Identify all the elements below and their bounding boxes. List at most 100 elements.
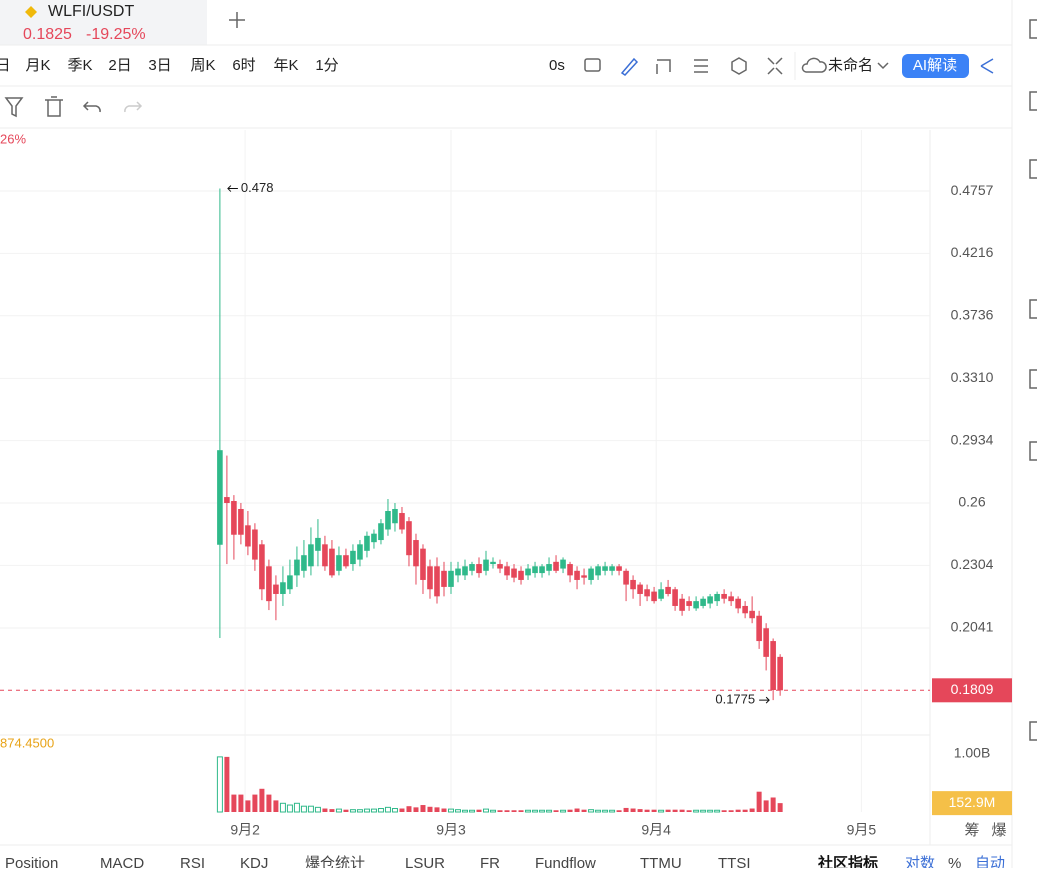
candle-body xyxy=(581,575,587,578)
period-tab[interactable]: 6时 xyxy=(232,57,255,74)
bottom-tab[interactable]: LSUR xyxy=(405,855,445,872)
x-tick-label: 9月5 xyxy=(847,822,877,838)
candle-body xyxy=(364,535,370,551)
coin-icon xyxy=(25,6,37,18)
last-price-tag xyxy=(932,678,1012,703)
candle-body xyxy=(616,566,622,571)
draw-icon[interactable] xyxy=(620,57,639,76)
list-icon[interactable] xyxy=(694,59,708,73)
bottom-tab[interactable]: 社区指标 xyxy=(817,854,878,872)
volume-bar xyxy=(406,806,412,812)
dropdown-icon[interactable] xyxy=(877,62,889,70)
bottom-tab[interactable]: Fundflow xyxy=(535,855,596,872)
period-tab[interactable]: 1分 xyxy=(315,57,338,74)
candle-body xyxy=(539,566,545,574)
tab[interactable] xyxy=(0,0,207,45)
camera-icon[interactable] xyxy=(584,58,601,72)
volume-bar xyxy=(329,809,335,812)
volume-bar xyxy=(511,810,517,812)
volume-bar xyxy=(216,756,223,813)
candle-body xyxy=(294,559,300,576)
period-tab[interactable]: 年K xyxy=(273,57,298,74)
bottom-tab[interactable]: RSI xyxy=(180,855,205,872)
layout-name[interactable]: 未命名 xyxy=(828,56,873,74)
volume-bar xyxy=(469,809,476,813)
volume-bar xyxy=(286,804,293,813)
layout-icon[interactable] xyxy=(656,59,671,74)
bottom-tab[interactable]: 对数 xyxy=(905,855,935,872)
volume-bar xyxy=(658,809,665,813)
volume-bar xyxy=(300,805,307,813)
candle-body xyxy=(756,615,762,642)
redo-icon[interactable] xyxy=(124,101,143,113)
volume-ma-label: 874.4500 xyxy=(0,735,54,750)
y-tick-label: 0.4216 xyxy=(951,244,994,260)
high-label: 0.478 xyxy=(241,180,274,195)
side-icon[interactable] xyxy=(1029,159,1037,179)
bottom-tab[interactable]: TTSI xyxy=(718,855,751,872)
period-tab[interactable]: 3日 xyxy=(148,57,171,74)
bottom-tab[interactable]: 爆仓统计 xyxy=(305,855,365,872)
volume-bar xyxy=(546,809,553,813)
candle-body xyxy=(644,589,650,597)
y-tick-label: 0.4757 xyxy=(951,182,994,198)
filter-icon[interactable] xyxy=(4,97,24,118)
add-tab[interactable] xyxy=(229,12,245,28)
share-icon[interactable] xyxy=(980,58,994,74)
bottom-tab[interactable]: TTMU xyxy=(640,855,682,872)
bottom-tab[interactable]: MACD xyxy=(100,855,144,872)
volume-bar xyxy=(259,788,265,812)
bottom-tab[interactable]: FR xyxy=(480,855,500,872)
side-label[interactable]: 爆 xyxy=(991,822,1006,839)
volume-bar xyxy=(322,808,328,812)
side-icon[interactable] xyxy=(1029,19,1037,39)
candle-body xyxy=(658,589,664,599)
undo-icon[interactable] xyxy=(82,101,101,113)
volume-bar xyxy=(399,808,405,812)
candle-body xyxy=(742,605,748,614)
volume-bar xyxy=(644,809,650,812)
candle-body xyxy=(497,564,503,569)
volume-bar xyxy=(679,809,685,812)
settings-icon[interactable] xyxy=(731,57,747,75)
bottom-tab[interactable]: % xyxy=(948,855,961,872)
candle-body xyxy=(511,568,517,578)
cloud-icon[interactable] xyxy=(801,57,827,73)
period-tab[interactable]: 日 xyxy=(0,57,11,74)
volume-bar xyxy=(266,794,272,812)
candle-body xyxy=(224,497,230,503)
trash-icon[interactable] xyxy=(45,96,63,117)
fullscreen-icon[interactable] xyxy=(767,57,783,75)
last-price-label: 0.1809 xyxy=(951,681,994,697)
candle-body xyxy=(525,568,531,576)
y-tick-label: 0.3736 xyxy=(951,307,994,323)
period-tab[interactable]: 2日 xyxy=(108,57,131,74)
volume-bar xyxy=(560,809,567,813)
side-icon[interactable] xyxy=(1029,721,1037,741)
bottom-tab[interactable]: 自动 xyxy=(975,855,1005,872)
candle-body xyxy=(385,511,391,530)
volume-bar xyxy=(777,803,783,812)
side-icon[interactable] xyxy=(1029,369,1037,389)
candle-body xyxy=(665,586,671,594)
volume-bar xyxy=(224,756,230,812)
bottom-tab[interactable]: Position xyxy=(5,855,58,872)
period-tab[interactable]: 周K xyxy=(190,57,215,74)
side-icon[interactable] xyxy=(1029,441,1037,461)
bottom-tab[interactable]: KDJ xyxy=(240,855,268,872)
period-tab[interactable]: 季K xyxy=(67,57,92,74)
candle-body xyxy=(259,544,265,590)
side-icon[interactable] xyxy=(1029,91,1037,111)
side-icon[interactable] xyxy=(1029,299,1037,319)
timer[interactable]: 0s xyxy=(549,57,565,74)
candle-body xyxy=(518,570,524,580)
candle-body xyxy=(441,570,447,587)
period-tab[interactable]: 月K xyxy=(25,57,50,74)
candle-body xyxy=(308,544,314,567)
ai-button[interactable] xyxy=(902,54,969,78)
volume-tag-label: 152.9M xyxy=(949,794,996,810)
side-label[interactable]: 筹 xyxy=(964,822,979,839)
candle-body xyxy=(602,566,608,571)
volume-bar xyxy=(602,809,609,813)
volume-bar xyxy=(363,808,370,813)
